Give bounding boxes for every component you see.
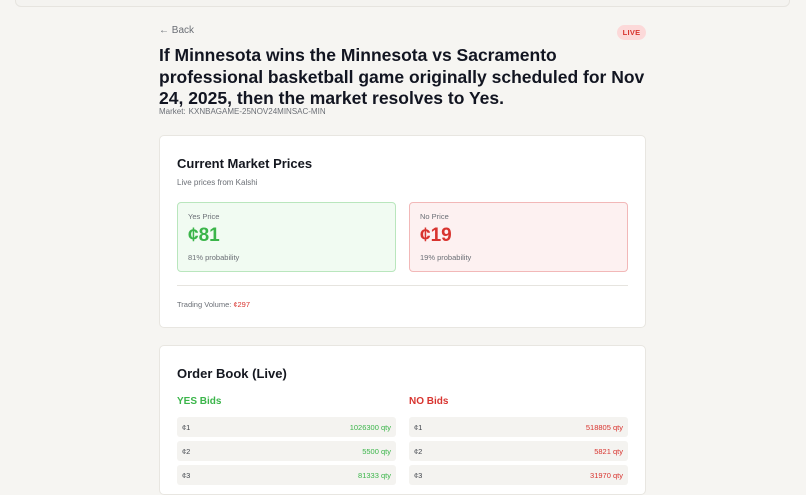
bid-price: ¢1 [182,422,191,432]
current-prices-card: Current Market Prices Live prices from K… [159,135,646,328]
bid-quantity: 5821 qty [594,446,623,456]
market-id: Market: KXNBAGAME-25NOV24MINSAC-MIN [159,107,326,116]
bid-quantity: 81333 qty [358,470,391,480]
yes-bids-heading: YES Bids [177,396,222,407]
yes-probability: 81% probability [188,253,240,262]
no-bid-row[interactable]: ¢3 31970 qty [409,465,628,485]
prices-heading: Current Market Prices [177,156,313,171]
yes-price-label: Yes Price [188,212,220,221]
bid-quantity: 518805 qty [585,422,623,432]
top-strip [15,0,790,7]
no-probability: 19% probability [420,253,472,262]
bid-price: ¢1 [414,422,423,432]
bid-quantity: 31970 qty [590,470,623,480]
no-price-value: ¢19 [420,225,452,246]
yes-bids-list: ¢1 1026300 qty ¢2 5500 qty ¢3 81333 qty [177,417,396,489]
yes-price-box: Yes Price ¢81 81% probability [177,202,396,272]
volume-label: Trading Volume: [177,300,232,309]
yes-bid-row[interactable]: ¢2 5500 qty [177,441,396,461]
bid-price: ¢2 [414,446,423,456]
prices-subtitle: Live prices from Kalshi [177,178,258,187]
bid-price: ¢3 [182,470,191,480]
bid-price: ¢2 [182,446,191,456]
no-bids-heading: NO Bids [409,396,449,407]
order-book-heading: Order Book (Live) [177,366,287,381]
trading-volume: Trading Volume: ¢297 [177,300,250,309]
back-label: ← Back [159,25,195,36]
live-badge: LIVE [617,25,646,40]
bid-price: ¢3 [414,470,423,480]
no-bid-row[interactable]: ¢1 518805 qty [409,417,628,437]
bid-quantity: 5500 qty [362,446,391,456]
order-book-card: Order Book (Live) YES Bids NO Bids ¢1 10… [159,345,646,495]
yes-bid-row[interactable]: ¢1 1026300 qty [177,417,396,437]
no-bid-row[interactable]: ¢2 5821 qty [409,441,628,461]
market-id-label: Market: [159,107,186,116]
market-title: If Minnesota wins the Minnesota vs Sacra… [159,45,645,108]
no-price-box: No Price ¢19 19% probability [409,202,628,272]
market-id-value: KXNBAGAME-25NOV24MINSAC-MIN [188,107,326,116]
bid-quantity: 1026300 qty [349,422,391,432]
divider [177,285,628,286]
back-link[interactable]: ← Back [159,25,194,36]
no-price-label: No Price [420,212,449,221]
volume-value: ¢297 [233,300,251,309]
yes-bid-row[interactable]: ¢3 81333 qty [177,465,396,485]
no-bids-list: ¢1 518805 qty ¢2 5821 qty ¢3 31970 qty [409,417,628,489]
yes-price-value: ¢81 [188,225,220,246]
